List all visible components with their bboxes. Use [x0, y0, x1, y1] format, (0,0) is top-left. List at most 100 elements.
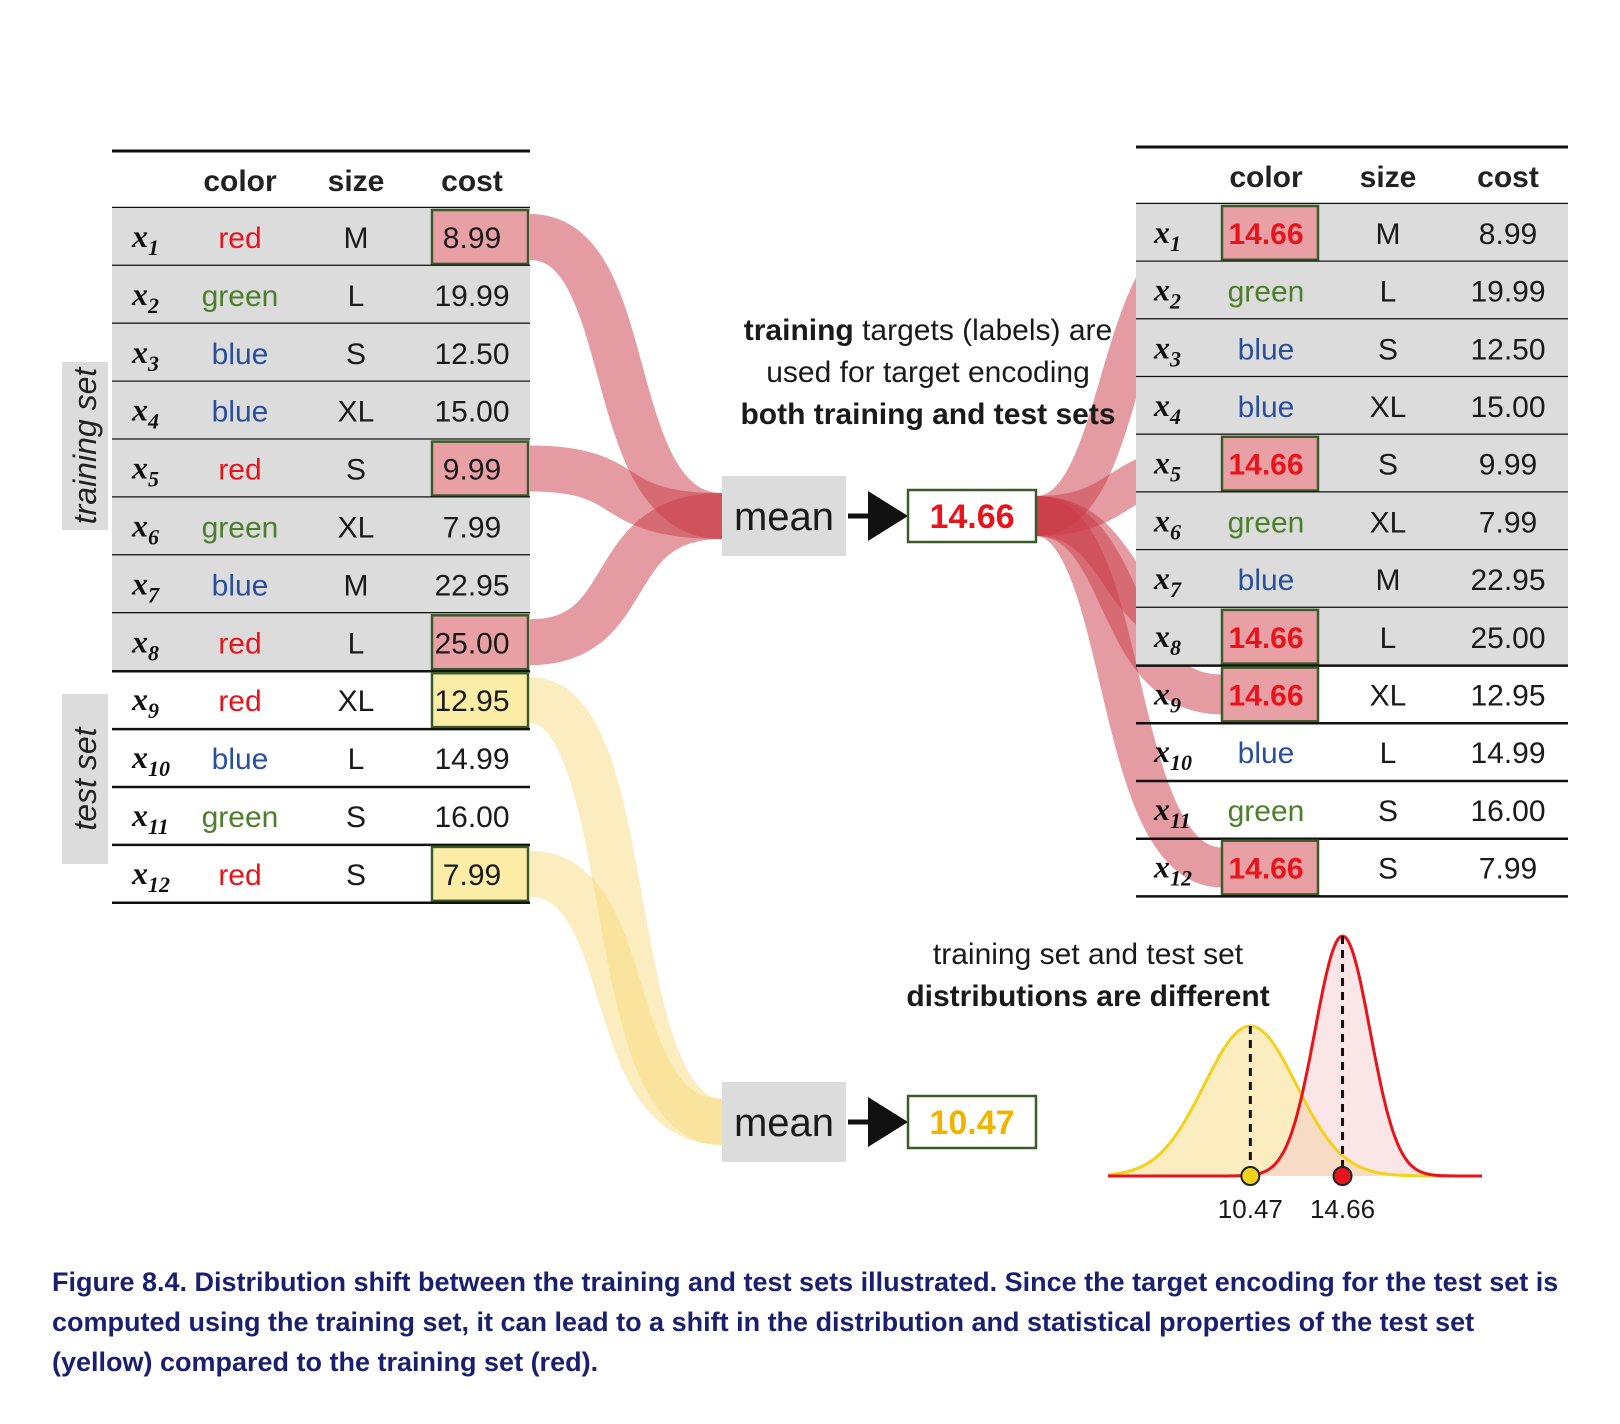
cost-cell: 7.99 — [1479, 853, 1537, 886]
training-set-label: training set — [62, 362, 108, 530]
cost-cell: 16.00 — [434, 801, 509, 834]
size-cell: S — [1378, 333, 1398, 366]
row-label: x6 — [1153, 502, 1181, 544]
row-label: x8 — [131, 623, 159, 665]
size-cell: XL — [338, 396, 375, 429]
encoded-value: 14.66 — [1228, 622, 1303, 655]
table-row: x3 blue S 12.50 — [1136, 319, 1568, 379]
table-row: x12 14.66 S 7.99 — [1136, 839, 1568, 898]
color-cell: red — [218, 859, 261, 892]
color-cell: blue — [1238, 564, 1295, 597]
test-flow-ribbon — [527, 850, 724, 1145]
color-cell: green — [1228, 506, 1305, 539]
size-cell: M — [344, 222, 369, 255]
table-row: x9 14.66 XL 12.95 — [1136, 666, 1568, 725]
table-row: x12 red S 7.99 — [112, 845, 530, 905]
cost-cell: 7.99 — [443, 511, 501, 544]
cost-cell: 25.00 — [1470, 622, 1545, 655]
table-row: x5 red S 9.99 — [112, 439, 530, 499]
row-label: x4 — [1153, 387, 1181, 429]
training-set-text: training set — [67, 367, 103, 525]
color-cell: red — [218, 685, 261, 718]
size-cell: L — [1380, 737, 1397, 770]
train-distribution-curve — [1108, 934, 1482, 1178]
cost-cell: 19.99 — [434, 280, 509, 313]
color-cell: blue — [212, 338, 269, 371]
row-background — [112, 497, 530, 556]
size-cell: L — [1380, 276, 1397, 309]
color-cell: green — [202, 801, 279, 834]
cost-cell: 12.50 — [1470, 333, 1545, 366]
train-distribution-fill — [1108, 936, 1482, 1176]
right-encoded-table: color size cost x1 14.66 M 8.99 x2 green L 19.99 x3… — [1136, 145, 1568, 898]
size-cell: S — [1378, 853, 1398, 886]
train-mean-box — [722, 476, 846, 556]
annotation-line-3: both training and test sets — [740, 398, 1115, 431]
table-row: x3 blue S 12.50 — [112, 323, 530, 383]
row-label: x12 — [1153, 849, 1192, 891]
row-background — [1136, 607, 1568, 666]
color-cell: blue — [212, 569, 269, 602]
cost-cell: 14.99 — [434, 743, 509, 776]
table-row: x11 green S 16.00 — [1136, 791, 1568, 840]
column-header-size: size — [1360, 161, 1417, 194]
table-row: x7 blue M 22.95 — [112, 555, 530, 615]
train-target-cell — [430, 614, 530, 671]
table-row: x2 green L 19.99 — [112, 265, 530, 326]
row-label: x7 — [1153, 560, 1182, 602]
train-mean-value-box — [906, 488, 1038, 544]
color-cell: blue — [212, 396, 269, 429]
row-label: x11 — [131, 797, 169, 839]
color-cell: blue — [212, 743, 269, 776]
table-row: x11 green S 16.00 — [112, 797, 530, 847]
color-cell: red — [218, 222, 261, 255]
encoded-value: 14.66 — [1228, 679, 1303, 712]
row-label: x1 — [131, 218, 159, 260]
test-target-cell — [430, 671, 530, 729]
cost-cell: 14.99 — [1470, 737, 1545, 770]
row-label: x8 — [1153, 618, 1181, 660]
test-mean-box — [722, 1082, 846, 1162]
train-mean-marker — [1332, 1166, 1353, 1186]
encode-flow-ribbon — [1033, 496, 1225, 888]
test-target-cell — [430, 845, 530, 903]
table-row: x2 green L 19.99 — [1136, 261, 1568, 321]
row-background — [112, 555, 530, 614]
size-cell: XL — [1370, 506, 1407, 539]
flow-ribbons — [526, 212, 1225, 1145]
column-header-cost: cost — [1477, 161, 1539, 194]
encoded-cell — [1220, 608, 1320, 665]
table-row: x4 blue XL 15.00 — [1136, 377, 1568, 437]
size-cell: L — [348, 743, 365, 776]
row-label: x2 — [131, 276, 159, 318]
color-cell: blue — [1238, 737, 1295, 770]
column-header-size: size — [328, 165, 385, 198]
encoded-cell — [1220, 204, 1320, 261]
row-label: x9 — [1153, 675, 1181, 717]
cost-cell: 25.00 — [434, 627, 509, 660]
cost-cell: 12.95 — [434, 685, 509, 718]
cost-cell: 22.95 — [434, 569, 509, 602]
row-background — [112, 323, 530, 382]
annotation-line-2: used for target encoding — [766, 356, 1090, 389]
encoded-cell — [1220, 839, 1320, 896]
size-cell: XL — [338, 685, 375, 718]
table-row: x1 red M 8.99 — [112, 208, 530, 268]
row-label: x5 — [131, 450, 159, 492]
encoded-value: 14.66 — [1228, 449, 1303, 482]
size-cell: M — [1376, 218, 1401, 251]
test-mean-group: mean 10.47 — [722, 1082, 1038, 1162]
row-background — [1136, 550, 1568, 608]
row-label: x9 — [131, 681, 159, 723]
table-row: x6 green XL 7.99 — [1136, 492, 1568, 552]
color-cell: blue — [1238, 391, 1295, 424]
row-label: x10 — [131, 739, 170, 781]
size-cell: L — [348, 627, 365, 660]
color-cell: green — [202, 280, 279, 313]
cost-cell: 16.00 — [1470, 795, 1545, 828]
encoded-value: 14.66 — [1228, 853, 1303, 886]
annotation-line-1: training targets (labels) are — [744, 314, 1112, 347]
size-cell: S — [1378, 449, 1398, 482]
table-row: x1 14.66 M 8.99 — [1136, 204, 1568, 263]
